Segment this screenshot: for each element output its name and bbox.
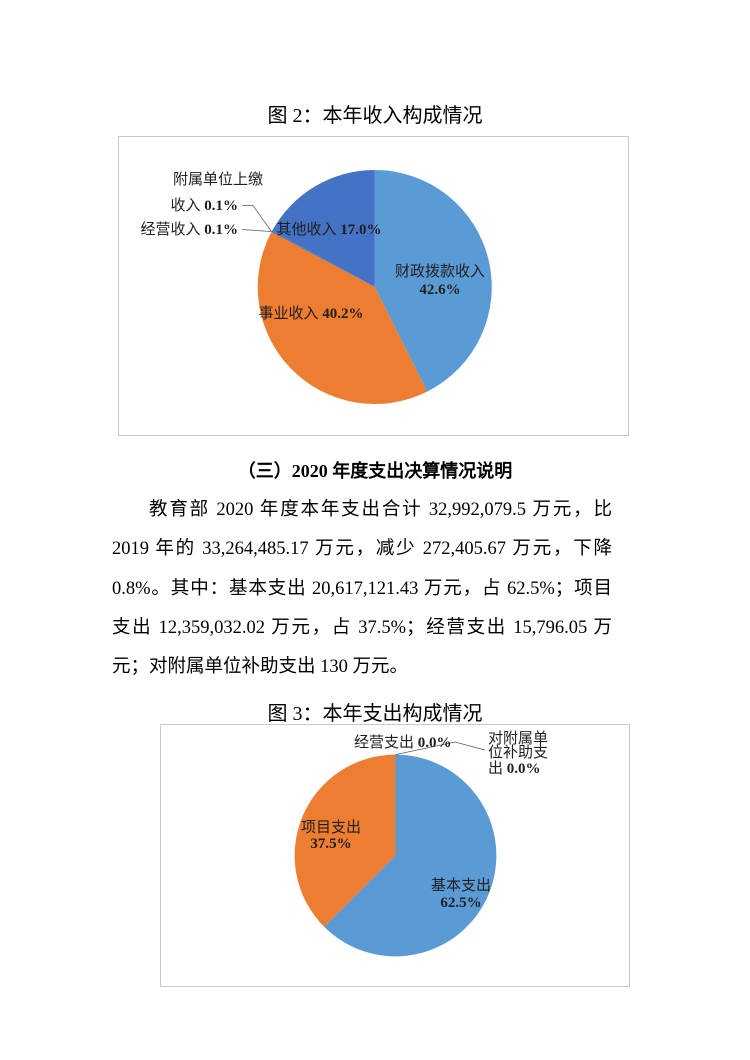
svg-text:42.6%: 42.6% — [419, 282, 460, 298]
svg-text:其他收入 17.0%: 其他收入 17.0% — [276, 221, 381, 238]
svg-text:收入 0.1%: 收入 0.1% — [170, 197, 238, 214]
svg-text:出 0.0%: 出 0.0% — [488, 760, 541, 777]
svg-text:基本支出: 基本支出 — [431, 877, 491, 894]
svg-text:经营收入 0.1%: 经营收入 0.1% — [140, 221, 238, 238]
svg-text:事业收入 40.2%: 事业收入 40.2% — [258, 305, 363, 322]
svg-text:位补助支: 位补助支 — [488, 744, 548, 761]
svg-text:37.5%: 37.5% — [310, 836, 351, 852]
svg-text:项目支出: 项目支出 — [301, 819, 361, 836]
svg-text:经营支出 0.0%: 经营支出 0.0% — [354, 734, 452, 751]
svg-text:62.5%: 62.5% — [440, 895, 481, 911]
svg-text:附属单位上缴: 附属单位上缴 — [173, 171, 263, 188]
svg-text:财政拨款收入: 财政拨款收入 — [395, 263, 485, 280]
